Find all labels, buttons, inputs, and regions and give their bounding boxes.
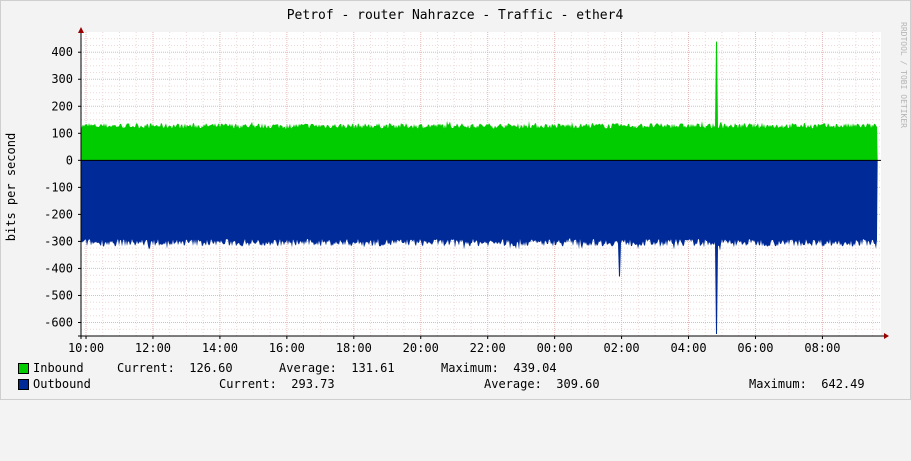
- legend-outbound-name: Outbound: [33, 377, 91, 391]
- x-tick-label: 00:00: [537, 341, 573, 355]
- y-tick-label: -200: [44, 207, 73, 221]
- series-areas: [81, 41, 878, 334]
- y-tick-label: -600: [44, 315, 73, 329]
- x-tick-label: 08:00: [804, 341, 840, 355]
- outbound-area: [81, 160, 878, 334]
- y-axis-label: bits per second: [4, 133, 18, 241]
- x-tick-label: 12:00: [135, 341, 171, 355]
- y-tick-label: 0: [66, 153, 73, 167]
- axes: [78, 27, 889, 339]
- x-tick-label: 06:00: [737, 341, 773, 355]
- x-tick-label: 20:00: [403, 341, 439, 355]
- chart-title: Petrof - router Nahrazce - Traffic - eth…: [287, 8, 624, 23]
- y-tick-label: 200: [51, 99, 73, 113]
- y-tick-label: 300: [51, 72, 73, 86]
- x-tick-label: 10:00: [68, 341, 104, 355]
- legend-row-outbound: Outbound Current: 293.73 Average: 309.60…: [18, 377, 898, 391]
- y-tick-label: -400: [44, 261, 73, 275]
- legend-outbound-current: Current: 293.73: [219, 377, 335, 391]
- x-tick-label: 14:00: [202, 341, 238, 355]
- legend-inbound-current: Current: 126.60: [117, 361, 233, 375]
- y-tick-label: 400: [51, 45, 73, 59]
- y-tick-label: 100: [51, 126, 73, 140]
- legend-outbound-maximum: Maximum: 642.49: [749, 377, 865, 391]
- legend-row-inbound: Inbound Current: 126.60 Average: 131.61 …: [18, 361, 898, 375]
- legend-inbound-name: Inbound: [33, 361, 84, 375]
- x-axis-arrow: [884, 333, 889, 339]
- x-tick-labels: 10:00 12:00 14:00 16:00 18:00 20:00 22:00 00:00…: [68, 341, 841, 355]
- inbound-swatch: [18, 363, 29, 374]
- x-tick-label: 04:00: [670, 341, 706, 355]
- x-tick-label: 16:00: [269, 341, 305, 355]
- x-tick-label: 18:00: [336, 341, 372, 355]
- legend-inbound-maximum: Maximum: 439.04: [441, 361, 557, 375]
- y-tick-labels: -600 -500 -400 -300 -200 -100 0 100 200 300 400: [44, 45, 73, 329]
- traffic-graph: -600 -500 -400 -300 -200 -100 0 100 200 300 400 10…: [0, 0, 911, 400]
- rrdtool-watermark: RRDTOOL / TOBI OETIKER: [899, 22, 908, 128]
- legend-outbound-average: Average: 309.60: [484, 377, 600, 391]
- inbound-area: [81, 41, 878, 161]
- outbound-swatch: [18, 379, 29, 390]
- x-tick-label: 02:00: [604, 341, 640, 355]
- y-tick-label: -500: [44, 288, 73, 302]
- y-tick-label: -300: [44, 234, 73, 248]
- y-tick-label: -100: [44, 180, 73, 194]
- x-tick-label: 22:00: [470, 341, 506, 355]
- legend-inbound-average: Average: 131.61: [279, 361, 395, 375]
- y-axis-arrow: [78, 27, 84, 33]
